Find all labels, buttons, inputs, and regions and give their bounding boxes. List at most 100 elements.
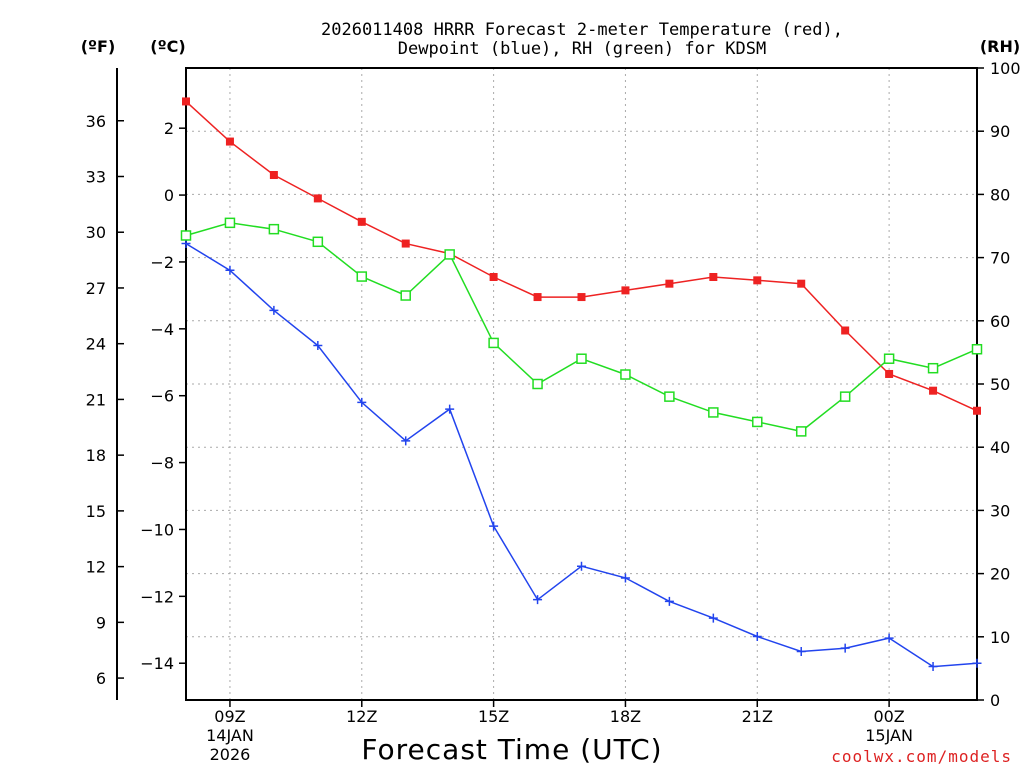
- fahrenheit-tick-label: 15: [86, 502, 106, 521]
- rh-point: [664, 391, 675, 402]
- rh-tick-label: 50: [990, 375, 1010, 394]
- temperature-line: [185, 100, 978, 412]
- fahrenheit-tick-label: 21: [86, 390, 106, 409]
- temperature-point: [709, 272, 718, 281]
- chart-title-line1: 2026011408 HRRR Forecast 2-meter Tempera…: [321, 20, 843, 40]
- temperature-point: [621, 286, 630, 295]
- x-tick-label: 15Z: [478, 707, 509, 726]
- temperature-point: [401, 239, 410, 248]
- series: [180, 97, 983, 672]
- celsius-tick-label: −14: [140, 654, 174, 673]
- temperature-point: [489, 272, 498, 281]
- rh-point: [971, 343, 983, 355]
- temperature-point: [313, 194, 322, 203]
- rh-point: [752, 416, 763, 428]
- fahrenheit-tick-label: 18: [86, 446, 106, 465]
- rh-point: [795, 426, 807, 437]
- dewpoint-point: [928, 662, 938, 672]
- celsius-tick-label: 2: [164, 119, 174, 138]
- dewpoint-point: [445, 404, 455, 414]
- dewpoint-point: [357, 397, 367, 407]
- x-tick-label: 09Z: [214, 707, 245, 726]
- x-tick-label: 18Z: [610, 707, 641, 726]
- dewpoint-point: [401, 436, 411, 446]
- celsius-tick-label: −2: [150, 253, 174, 272]
- temperature-point: [225, 137, 234, 146]
- dewpoint-point: [664, 596, 674, 606]
- rh-tick-label: 40: [990, 438, 1010, 457]
- x-tick-label: 21Z: [742, 707, 773, 726]
- rh-point: [180, 230, 192, 241]
- dewpoint-point: [840, 643, 850, 653]
- credit-text: coolwx.com/models: [831, 747, 1012, 766]
- dewpoint-point: [752, 631, 762, 641]
- axes: [116, 67, 984, 707]
- dewpoint-point: [225, 265, 235, 275]
- x-tick-label: 00Z: [873, 707, 904, 726]
- fahrenheit-tick-label: 30: [86, 223, 106, 242]
- temperature-point: [841, 326, 850, 335]
- fahrenheit-tick-label: 33: [86, 167, 106, 186]
- rh-unit-label: (RH): [980, 37, 1020, 56]
- temperature-point: [885, 369, 894, 378]
- rh-tick-label: 70: [990, 249, 1010, 268]
- fahrenheit-tick-label: 6: [96, 669, 106, 688]
- celsius-tick-label: 0: [164, 186, 174, 205]
- dewpoint-point: [972, 658, 982, 668]
- temperature-point: [577, 293, 586, 302]
- rh-tick-label: 0: [990, 691, 1000, 710]
- tick-labels: 3633302724211815129620−2−4−6−8−10−12−141…: [86, 59, 1021, 764]
- rh-point: [488, 337, 499, 349]
- rh-point: [883, 353, 895, 364]
- rh-line: [185, 222, 978, 433]
- temperature-point: [182, 97, 190, 106]
- x-axis-label: Forecast Time (UTC): [361, 733, 662, 766]
- celsius-unit-label: (ºC): [150, 37, 185, 56]
- temperature-point: [929, 386, 938, 395]
- rh-point: [927, 362, 939, 374]
- rh-tick-label: 60: [990, 312, 1010, 331]
- dewpoint-point: [796, 647, 806, 657]
- celsius-tick-label: −12: [140, 587, 174, 606]
- dewpoint-point: [620, 573, 630, 583]
- chart-title-line2: Dewpoint (blue), RH (green) for KDSM: [398, 39, 766, 59]
- grid: [186, 68, 977, 700]
- dewpoint-point: [884, 633, 894, 643]
- fahrenheit-tick-label: 36: [86, 112, 106, 131]
- celsius-tick-label: −8: [150, 454, 174, 473]
- fahrenheit-tick-label: 24: [86, 335, 106, 354]
- temperature-point: [533, 293, 542, 302]
- rh-point: [224, 217, 236, 229]
- celsius-tick-label: −6: [150, 387, 174, 406]
- temperature-point: [797, 279, 806, 288]
- rh-point: [312, 236, 324, 248]
- temperature-point: [973, 406, 981, 415]
- fahrenheit-tick-label: 9: [96, 613, 106, 632]
- dewpoint-point: [489, 521, 499, 531]
- rh-tick-label: 20: [990, 565, 1010, 584]
- dewpoint-point: [269, 305, 279, 315]
- celsius-tick-label: −10: [140, 520, 174, 539]
- rh-tick-label: 100: [990, 59, 1021, 78]
- dewpoint-line: [185, 242, 978, 668]
- temperature-point: [665, 279, 674, 288]
- rh-point: [839, 391, 851, 402]
- rh-point: [532, 378, 543, 390]
- rh-tick-label: 30: [990, 501, 1010, 520]
- rh-tick-label: 90: [990, 122, 1010, 141]
- rh-point: [356, 271, 368, 282]
- rh-point: [268, 223, 280, 235]
- dewpoint-point: [533, 595, 543, 605]
- x-tick-label: 15JAN: [865, 726, 913, 745]
- fahrenheit-tick-label: 27: [86, 279, 106, 298]
- rh-point: [576, 353, 587, 364]
- rh-point: [444, 249, 455, 260]
- x-tick-label: 2026: [210, 745, 251, 764]
- x-tick-label: 14JAN: [206, 726, 254, 745]
- x-tick-label: 12Z: [346, 707, 377, 726]
- rh-point: [708, 407, 719, 418]
- dewpoint-point: [313, 341, 323, 351]
- rh-point: [400, 290, 411, 301]
- fahrenheit-unit-label: (ºF): [81, 37, 116, 56]
